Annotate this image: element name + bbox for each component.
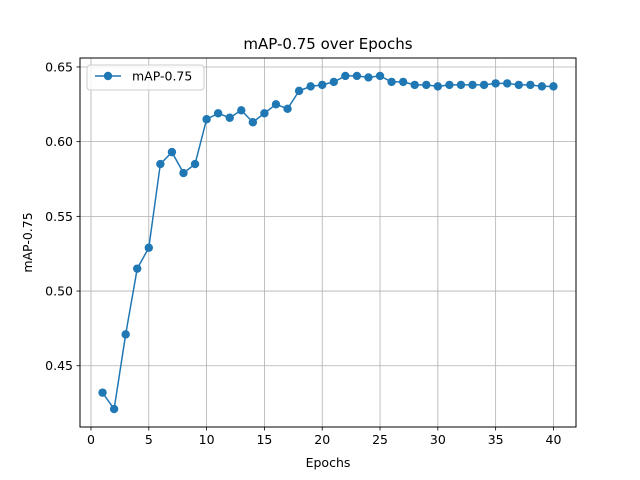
- data-point: [98, 388, 107, 397]
- chart-title: mAP-0.75 over Epochs: [243, 35, 412, 53]
- series-layer: [98, 71, 558, 414]
- series-line-mAP-0.75: [101, 75, 554, 410]
- x-tick-label: 40: [546, 432, 562, 447]
- data-point: [479, 80, 489, 90]
- x-tick-label: 0: [87, 432, 95, 447]
- data-point: [202, 115, 211, 124]
- data-point: [352, 71, 362, 81]
- data-point: [422, 80, 431, 90]
- data-point: [375, 71, 385, 81]
- data-point: [341, 71, 350, 81]
- y-tick-label: 0.55: [45, 209, 73, 224]
- legend: mAP-0.75: [86, 64, 205, 91]
- legend-label-mAP-0.75: mAP-0.75: [132, 69, 192, 84]
- x-tick-label: 15: [256, 432, 272, 447]
- data-point: [121, 330, 130, 339]
- data-point: [283, 104, 292, 113]
- data-point: [237, 106, 246, 115]
- data-point: [445, 80, 454, 90]
- data-point: [549, 82, 558, 91]
- x-tick-label: 35: [488, 432, 504, 447]
- data-point: [190, 159, 200, 169]
- data-point: [318, 80, 327, 90]
- data-point: [248, 118, 258, 127]
- data-point: [514, 80, 523, 90]
- x-axis: 0 5 10 15 20 25 30 35 40: [87, 427, 561, 447]
- data-point: [306, 82, 315, 91]
- plot-frame: [79, 57, 577, 428]
- data-point: [144, 243, 153, 252]
- legend-box: [86, 64, 205, 91]
- x-tick-label: 20: [314, 432, 330, 447]
- data-point: [109, 404, 119, 414]
- data-point: [456, 80, 466, 90]
- data-point: [468, 80, 477, 90]
- data-point: [260, 109, 269, 118]
- data-point: [294, 86, 304, 96]
- data-point: [329, 77, 338, 87]
- data-point: [387, 77, 396, 87]
- data-point: [225, 113, 234, 122]
- y-tick-label: 0.50: [45, 284, 73, 299]
- data-point: [271, 100, 281, 109]
- data-point: [537, 82, 547, 91]
- x-tick-label: 30: [430, 432, 446, 447]
- data-point: [179, 168, 188, 178]
- y-tick-label: 0.45: [45, 358, 73, 373]
- data-point: [213, 109, 223, 118]
- data-point: [133, 264, 142, 273]
- data-point: [156, 159, 165, 169]
- data-point: [503, 79, 512, 88]
- legend-marker-mAP-0.75: [103, 71, 113, 81]
- data-point: [433, 82, 443, 91]
- data-point: [398, 77, 408, 87]
- data-point: [167, 147, 177, 157]
- data-point: [410, 80, 419, 90]
- data-point: [364, 73, 373, 82]
- data-point: [491, 79, 500, 88]
- y-tick-label: 0.60: [45, 134, 73, 149]
- y-axis: 0.45 0.50 0.55 0.60 0.65: [45, 59, 80, 373]
- x-tick-label: 5: [145, 432, 153, 447]
- y-tick-label: 0.65: [45, 59, 73, 74]
- x-axis-label: Epochs: [306, 455, 351, 470]
- data-point: [526, 80, 535, 90]
- x-tick-label: 10: [199, 432, 215, 447]
- x-tick-label: 25: [372, 432, 388, 447]
- y-axis-label: mAP-0.75: [20, 212, 35, 272]
